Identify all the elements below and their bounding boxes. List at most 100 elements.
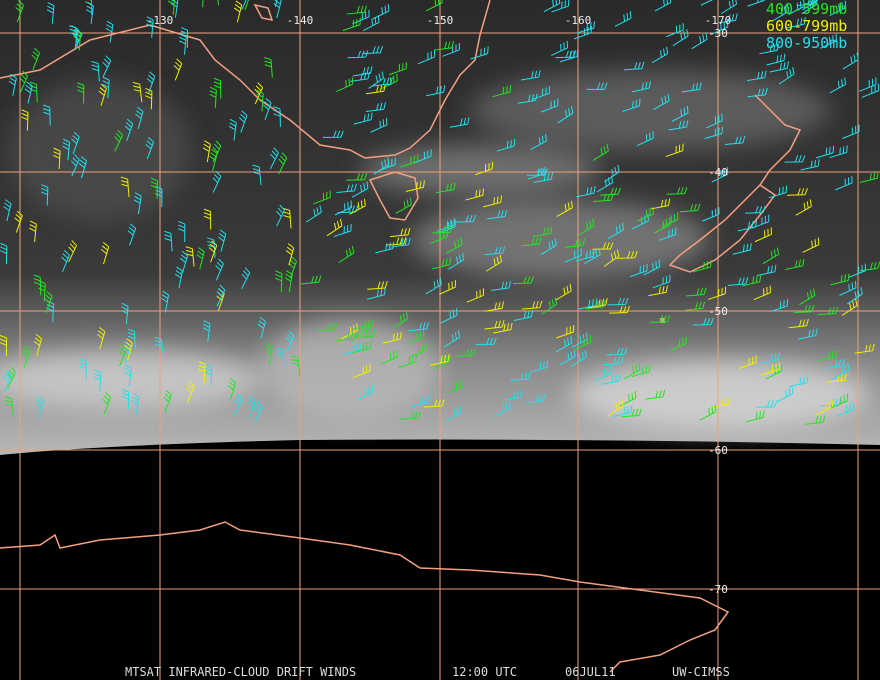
wind-barb (485, 254, 502, 272)
wind-barb (576, 21, 596, 34)
wind-barb (700, 0, 714, 6)
wind-barb (759, 43, 780, 55)
wind-barb (4, 396, 14, 417)
wind-barb (102, 55, 112, 78)
wind-barb (276, 347, 285, 368)
wind-barb (227, 378, 237, 401)
wind-barb (53, 147, 61, 169)
wind-barb (636, 131, 654, 147)
wind-barb (71, 154, 80, 177)
wind-barb (208, 240, 218, 263)
wind-barb (636, 207, 654, 222)
wind-barb (593, 193, 614, 203)
wind-barb (787, 0, 805, 16)
wind-barb (38, 280, 46, 302)
wind-barb (613, 405, 633, 418)
wind-barb (744, 205, 766, 214)
wind-barb (614, 11, 632, 27)
wind-barb (829, 0, 847, 17)
wind-barb (146, 16, 154, 38)
wind-barb (751, 214, 770, 229)
wind-barb (284, 270, 293, 293)
wind-barb (410, 394, 430, 408)
wind-barb (202, 140, 211, 163)
wind-barb (365, 84, 386, 95)
wind-barb (8, 73, 17, 96)
wind-barb (77, 82, 85, 104)
wind-barb (98, 83, 107, 106)
wind-barb (609, 305, 630, 314)
wind-barb (643, 259, 661, 276)
wind-barb (423, 399, 445, 408)
wind-barb (46, 2, 55, 24)
wind-barb (372, 4, 390, 20)
wind-barb (217, 229, 227, 252)
wind-barb (487, 209, 508, 220)
wind-barb (124, 338, 133, 361)
wind-barb (732, 242, 752, 255)
wind-barb (322, 130, 344, 138)
wind-barb (0, 334, 8, 357)
wind-barb (86, 2, 94, 24)
wind-barb (102, 392, 112, 415)
wind-barb (96, 326, 106, 350)
wind-barb (861, 83, 879, 98)
wind-barb (564, 238, 586, 248)
wind-barb (282, 207, 292, 229)
wind-barb (839, 280, 857, 296)
wind-barb (540, 238, 557, 256)
wind-barb (684, 301, 706, 311)
wind-barb (513, 309, 534, 321)
wind-barb (747, 0, 766, 7)
wind-barb (354, 329, 376, 339)
wind-barb (276, 204, 285, 227)
wind-barb (826, 373, 847, 383)
wind-barb (353, 112, 373, 125)
wind-barb (830, 273, 850, 286)
wind-barb (799, 288, 816, 306)
wind-barb (766, 53, 786, 66)
wind-barb (681, 82, 702, 93)
wind-barb (842, 52, 859, 70)
wind-barb (606, 347, 628, 356)
wind-barb (556, 325, 575, 339)
wind-barb (455, 214, 477, 223)
wind-barb (430, 229, 448, 244)
wind-barb (602, 356, 624, 366)
wind-barb (0, 242, 8, 265)
wind-barb (362, 45, 383, 55)
wind-barb (666, 23, 684, 38)
wind-barb (817, 306, 839, 315)
wind-barb (835, 176, 853, 191)
wind-barb (209, 148, 218, 171)
wind-barb (390, 227, 411, 238)
wind-barb (848, 263, 866, 278)
latitude-label: -30 (708, 27, 728, 40)
wind-barb (291, 355, 301, 376)
footer-text: 12:00 UTC (452, 665, 517, 679)
latitude-label: -40 (708, 166, 728, 179)
wind-barb (551, 40, 569, 56)
wind-barb (607, 297, 629, 306)
wind-barb (686, 287, 707, 297)
wind-barb (145, 137, 154, 160)
wind-barb (252, 164, 262, 186)
wind-barb (786, 17, 806, 29)
wind-barb (570, 350, 587, 367)
wind-barb (443, 330, 461, 348)
wind-barb (167, 0, 176, 15)
wind-barb (336, 184, 357, 194)
wind-barb (445, 237, 463, 254)
wind-barb (127, 328, 136, 350)
wind-barb (102, 76, 110, 99)
wind-barb (212, 170, 222, 193)
wind-barb (720, 0, 738, 15)
wind-barb (859, 77, 877, 92)
wind-barb (724, 136, 746, 146)
wind-barb (623, 363, 641, 380)
wind-barb (439, 279, 457, 295)
nz-north-coast (754, 94, 802, 186)
wind-barb (484, 320, 505, 330)
wind-barb (313, 190, 331, 205)
legend-entry: 600-799mb (766, 17, 847, 35)
